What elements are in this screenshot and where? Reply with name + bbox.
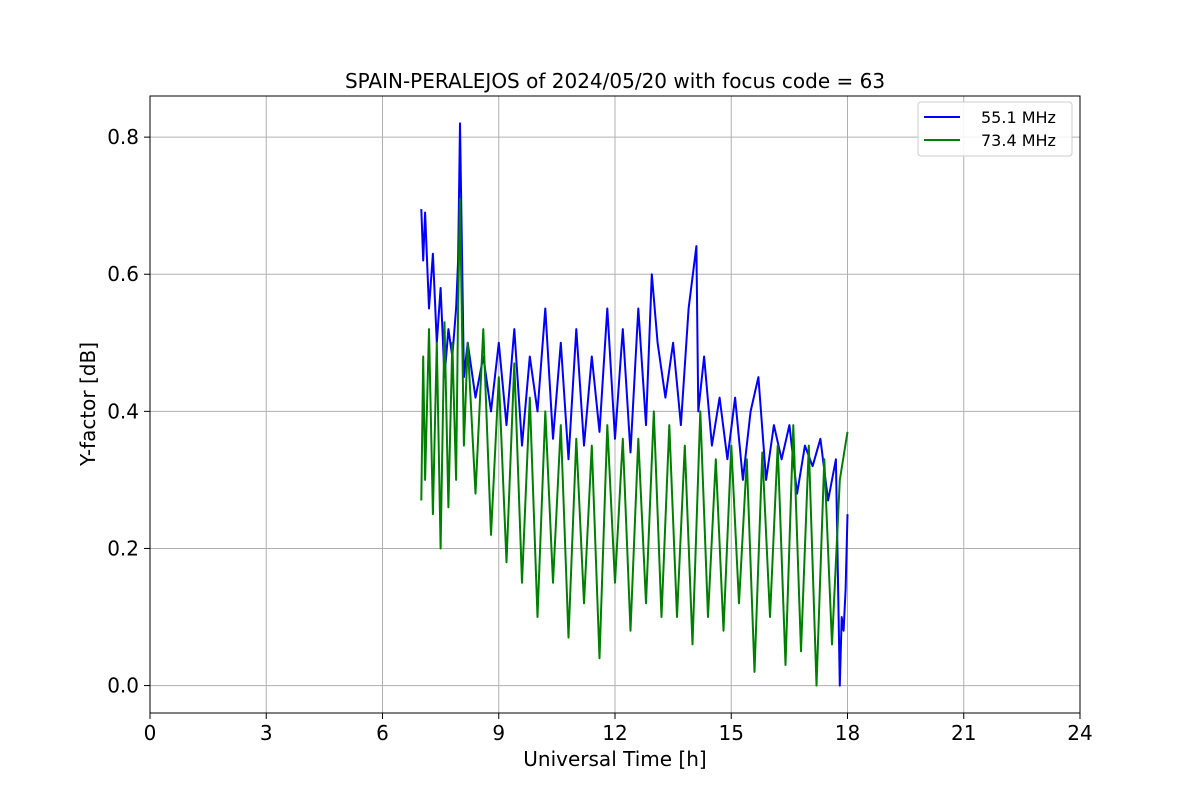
y-axis-label: Y-factor [dB]	[76, 342, 100, 467]
series-layer	[420, 122, 849, 687]
legend-label-55: 55.1 MHz	[981, 108, 1056, 127]
legend: 55.1 MHz 73.4 MHz	[917, 101, 1073, 157]
x-tick-label: 9	[492, 721, 505, 745]
x-tick-label: 24	[1067, 721, 1092, 745]
y-tick-label: 0.4	[107, 399, 139, 423]
x-tick-label: 3	[260, 721, 273, 745]
series-line-73-4-mhz	[420, 197, 849, 687]
legend-box	[917, 101, 1073, 157]
legend-label-73: 73.4 MHz	[981, 131, 1056, 150]
x-tick-label: 21	[951, 721, 976, 745]
x-axis-label: Universal Time [h]	[523, 747, 706, 771]
y-tick-label: 0.0	[107, 674, 139, 698]
y-tick-label: 0.8	[107, 125, 139, 149]
x-tick-label: 6	[376, 721, 389, 745]
chart-title: SPAIN-PERALEJOS of 2024/05/20 with focus…	[345, 69, 885, 93]
x-tick-label: 18	[835, 721, 860, 745]
x-tick-label: 0	[144, 721, 157, 745]
x-tick-label: 12	[602, 721, 627, 745]
x-tick-label: 15	[719, 721, 744, 745]
y-tick-label: 0.2	[107, 536, 139, 560]
ticks: 0 3 6 9 12 15 18 21 24 0.0 0.2 0.4 0.6 0.8	[107, 125, 1093, 745]
y-tick-label: 0.6	[107, 262, 139, 286]
